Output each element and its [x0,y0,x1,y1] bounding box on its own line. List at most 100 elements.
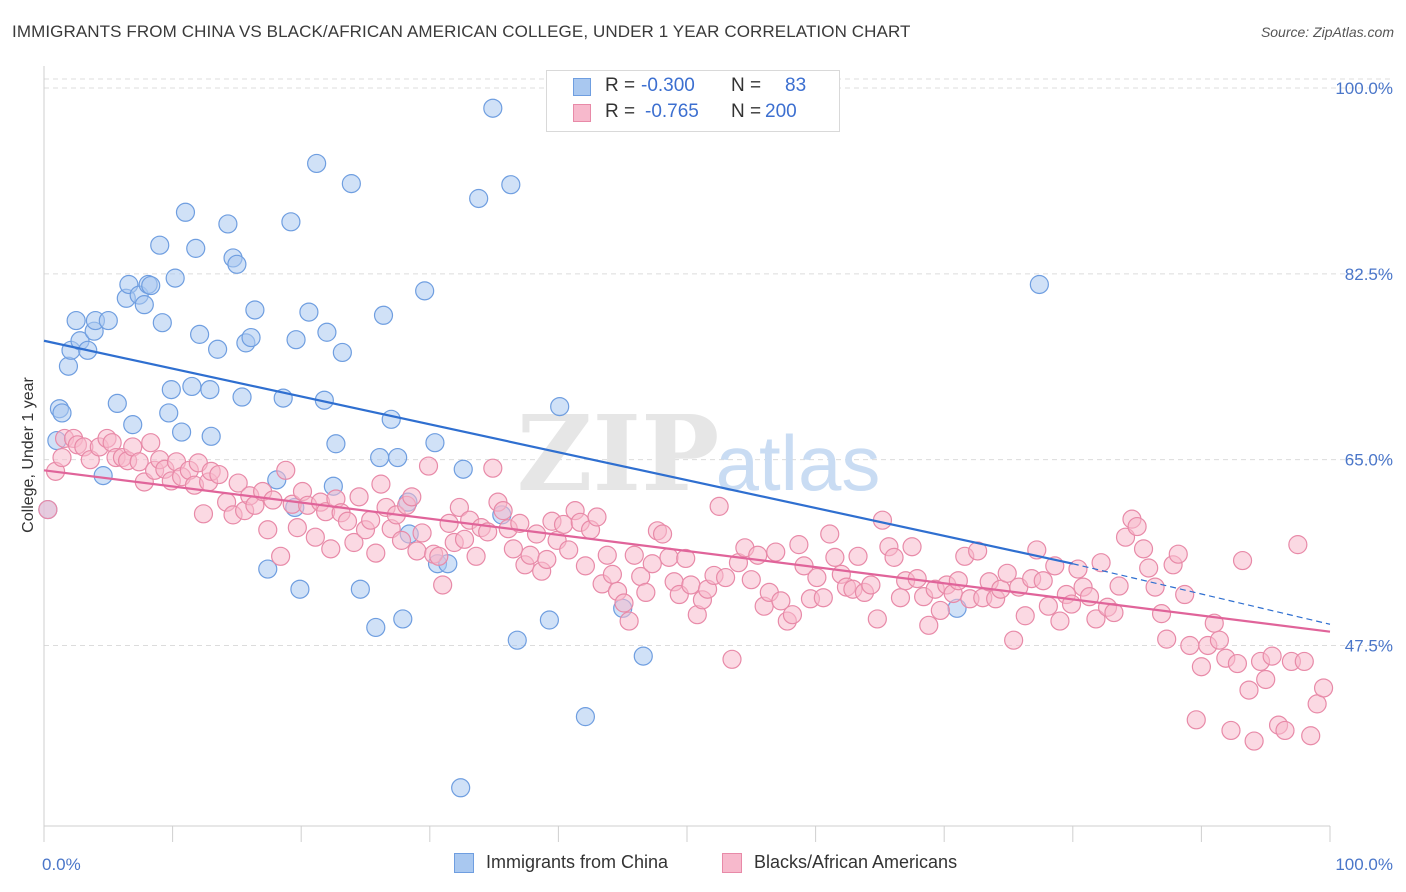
point-china [93,466,113,486]
trend-line-china [43,339,1074,565]
point-black [890,588,911,608]
point-black [1133,539,1154,559]
legend-r-label: R = [605,75,636,96]
legend-r-value: -0.300 [641,75,695,96]
point-black [709,496,729,516]
point-black [1313,678,1334,698]
point-black [559,540,579,560]
legend-r-value: -0.765 [645,101,699,122]
point-black [1227,653,1248,674]
axes [43,66,1331,842]
point-black [1109,576,1129,596]
watermark-zip: ZIP [517,392,720,515]
point-black [902,537,922,557]
point-china [201,426,221,446]
point-china [52,403,72,423]
point-black [510,513,530,533]
point-black [789,535,809,555]
point-black [433,575,453,595]
point-black [1301,726,1321,746]
point-china [507,630,527,650]
point-black [1175,584,1195,605]
legend-n-label: N = [731,101,762,122]
point-black [344,532,364,553]
point-china [161,380,181,400]
point-black [1294,651,1314,672]
y-tick-label: 82.5% [1345,265,1393,284]
point-black [919,615,939,635]
point-china [381,409,401,429]
y-tick-label: 65.0% [1345,451,1393,470]
point-china [175,202,196,222]
chart-source: Source: ZipAtlas.com [1260,24,1394,40]
point-black [813,588,833,608]
point-black [1307,694,1327,714]
legend: R = -0.300 N = 83 R = -0.765 N = 200 [546,70,840,132]
point-china [286,330,306,350]
point-black [1288,535,1308,555]
point-china [123,415,143,435]
trend-line-black [43,469,1331,633]
point-china [451,778,471,798]
point-black [681,575,701,595]
watermark-atlas: atlas [716,419,881,507]
point-black [503,539,523,559]
point-black [1091,553,1111,573]
bottom-legend-swatch-black [722,853,742,873]
point-china [141,275,161,296]
point-black [636,582,656,603]
point-china [370,447,390,468]
point-black [493,501,513,521]
point-black [614,593,634,613]
point-china [190,324,210,344]
point-china [281,212,301,232]
point-black [193,504,214,524]
point-black [652,524,673,544]
point-china [453,459,473,479]
point-black [1050,611,1070,631]
point-black [305,527,325,547]
point-black [1221,720,1241,741]
point-china [232,387,252,407]
point-black [659,547,679,567]
point-china [633,646,653,666]
tick-labels: 47.5% 65.0% 82.5% 100.0% 0.0% 100.0% [42,79,1393,874]
point-black [867,609,887,629]
point-black [402,487,422,507]
point-black [439,513,459,533]
point-china [258,559,278,579]
point-black [1232,550,1253,571]
point-black [520,545,540,565]
point-black [407,541,427,561]
point-black [1186,710,1206,730]
point-china [425,433,445,453]
data-points [38,98,1334,798]
point-black [1151,604,1172,624]
point-black [1139,558,1159,578]
point-black [722,649,742,669]
point-china [501,175,521,195]
point-china [332,342,352,363]
point-china [218,214,238,234]
chart-title: IMMIGRANTS FROM CHINA VS BLACK/AFRICAN A… [12,22,911,41]
legend-n-value: 200 [765,101,797,122]
point-china [159,403,179,423]
point-black [1145,577,1165,597]
y-axis-label: College, Under 1 year [20,377,37,533]
point-black [52,447,72,468]
point-china [290,579,310,599]
point-china [245,300,265,320]
point-black [1191,657,1212,677]
legend-n-value: 83 [785,75,807,96]
legend-row-black: R = -0.765 N = 200 [547,101,839,127]
legend-row-china: R = -0.300 N = 83 [547,75,839,101]
legend-r-label: R = [605,101,636,122]
x-tick-label-start: 0.0% [42,855,81,874]
point-black [1015,606,1035,626]
point-black [38,499,58,520]
point-black [766,542,786,562]
bottom-legend-label-black: Blacks/African Americans [754,852,958,872]
point-black [371,474,391,494]
point-black [624,545,644,565]
